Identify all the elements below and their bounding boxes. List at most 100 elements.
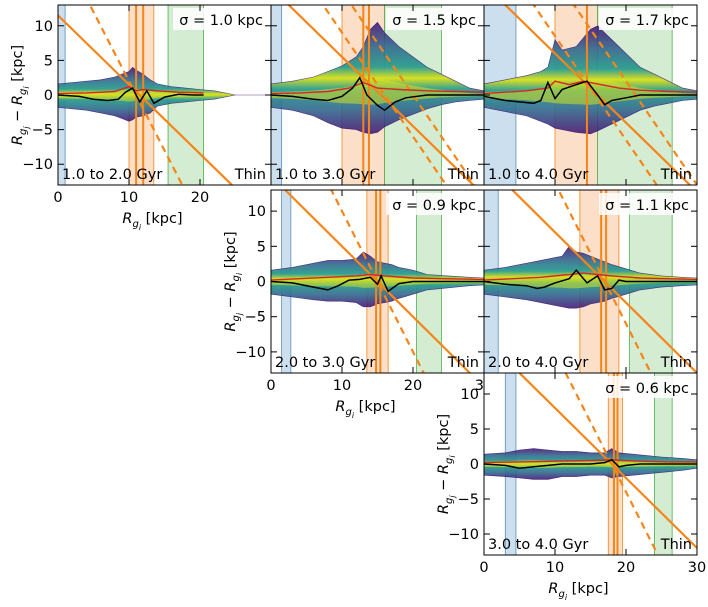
- red-mean-curve: [484, 459, 697, 464]
- y-tick-label: 5: [44, 53, 53, 69]
- y-axis-label-subsub: j: [448, 495, 457, 499]
- panel-plot-area: [271, 190, 484, 373]
- x-tick-label: 30: [688, 560, 706, 576]
- age-range-label: 3.0 to 4.0 Gyr: [488, 537, 588, 553]
- y-tick-label: −5: [32, 123, 53, 139]
- sigma-label: σ = 0.9 kpc: [392, 198, 476, 214]
- age-range-label: 1.0 to 3.0 Gyr: [275, 167, 375, 183]
- y-axis-label-subsub2: i: [448, 455, 457, 458]
- solid-guide-line: [517, 373, 697, 549]
- median-curve: [271, 274, 484, 293]
- median-curve: [484, 269, 697, 291]
- x-axis-label-sub: g: [558, 589, 564, 600]
- panel-plot-area: [58, 5, 271, 185]
- median-curve: [58, 87, 204, 105]
- solid-guide-line: [503, 5, 692, 185]
- dashed-guide-line-2: [350, 5, 476, 185]
- x-tick-label: 10: [333, 378, 351, 394]
- sigma-label-background: [173, 8, 269, 30]
- y-axis-label: Rgj − Rgi [kpc]: [10, 45, 31, 145]
- y-axis-label-minus: − R: [436, 464, 452, 495]
- panel-6: σ = 0.6 kpc 3.0 to 4.0 Gyr Thin 0 10 20 30 10 5 0…: [436, 372, 706, 602]
- disk-label: Thin: [447, 167, 479, 183]
- dashed-guide-line-1: [88, 5, 184, 185]
- y-axis-label-sub: g: [444, 498, 455, 504]
- solid-guide-line: [510, 190, 697, 373]
- y-axis-label-unit: [kpc]: [223, 231, 239, 273]
- solid-guide-line: [283, 190, 472, 373]
- y-tick-label: 0: [470, 457, 479, 473]
- age-range-label: 1.0 to 4.0 Gyr: [488, 167, 588, 183]
- y-axis-label-subsub2: i: [22, 86, 31, 89]
- sigma-label-background: [386, 8, 482, 30]
- x-axis-label-subsub: i: [352, 411, 355, 420]
- y-axis-label-minus: − R: [223, 281, 239, 312]
- y-tick-label: 5: [470, 422, 479, 438]
- x-axis-label: Rgi [kpc]: [122, 211, 182, 232]
- x-axis-label-sub: g: [345, 407, 351, 418]
- x-tick-label: 0: [53, 190, 62, 206]
- sigma-label-background: [599, 8, 695, 30]
- red-mean-curve: [484, 272, 697, 281]
- y-tick-label: −10: [22, 157, 53, 173]
- y-axis-label-subsub: j: [235, 312, 244, 316]
- sigma-label: σ = 1.7 kpc: [605, 13, 689, 29]
- y-tick-label: 0: [257, 275, 266, 291]
- disk-label: Thin: [660, 167, 692, 183]
- y-axis-label-minus: − R: [10, 95, 26, 126]
- x-tick-label: 10: [120, 190, 138, 206]
- x-tick-label: 10: [546, 560, 564, 576]
- y-axis-label-unit: [kpc]: [10, 45, 26, 87]
- x-axis-label: Rgi [kpc]: [548, 581, 608, 602]
- sigma-label: σ = 1.5 kpc: [392, 13, 476, 29]
- sigma-label: σ = 1.1 kpc: [605, 198, 689, 214]
- panel-2: σ = 1.5 kpc 1.0 to 3.0 Gyr Thin: [270, 4, 485, 186]
- median-curve: [271, 76, 484, 112]
- y-axis-label-subsub: j: [22, 126, 31, 130]
- age-range-label: 2.0 to 3.0 Gyr: [275, 355, 375, 371]
- y-axis-label-sub2: g: [444, 458, 455, 464]
- sigma-label: σ = 1.0 kpc: [179, 13, 263, 29]
- sigma-label-background: [599, 376, 695, 398]
- panel-plot-area: [484, 190, 697, 373]
- disk-label: Thin: [660, 355, 692, 371]
- y-tick-label: 10: [461, 387, 479, 403]
- x-axis-label-unit: [kpc]: [354, 399, 396, 415]
- panel-plot-area: [484, 5, 697, 185]
- x-axis-label-subsub: i: [139, 223, 142, 232]
- y-axis-label-unit: [kpc]: [436, 414, 452, 456]
- y-tick-label: −10: [448, 527, 479, 543]
- x-tick-label: 20: [191, 190, 209, 206]
- panel-1: σ = 1.0 kpc 1.0 to 2.0 Gyr Thin 0 10 20 10 5 0 −5…: [10, 4, 272, 232]
- dashed-guide-line-2: [572, 5, 697, 185]
- y-axis-label-sub2: g: [18, 89, 29, 95]
- median-curve: [484, 458, 697, 469]
- y-tick-label: 5: [257, 239, 266, 255]
- age-range-label: 2.0 to 4.0 Gyr: [488, 355, 588, 371]
- x-tick-label: 20: [404, 378, 422, 394]
- panel-plot-area: [484, 373, 697, 555]
- x-axis-label-sub: g: [132, 219, 138, 230]
- disk-label: Thin: [234, 167, 266, 183]
- x-tick-label: 0: [266, 378, 275, 394]
- x-axis-label-unit: [kpc]: [141, 211, 183, 227]
- y-axis-label-sub2: g: [231, 275, 242, 281]
- red-mean-curve: [271, 273, 484, 281]
- x-tick-label: 0: [479, 560, 488, 576]
- disk-label: Thin: [660, 537, 692, 553]
- panel-3: σ = 1.7 kpc 1.0 to 4.0 Gyr Thin: [483, 4, 698, 186]
- y-axis-label: Rgj − Rgi [kpc]: [223, 231, 244, 331]
- x-axis-label-subsub: i: [565, 593, 568, 602]
- disk-label: Thin: [447, 355, 479, 371]
- x-tick-label: 20: [617, 560, 635, 576]
- y-tick-label: 10: [248, 204, 266, 220]
- y-tick-label: −10: [235, 345, 266, 361]
- y-tick-label: 0: [44, 88, 53, 104]
- y-axis-label-sub: g: [18, 129, 29, 135]
- y-tick-label: −5: [458, 492, 479, 508]
- red-mean-curve: [271, 81, 484, 95]
- x-axis-label: Rgi [kpc]: [335, 399, 395, 420]
- y-axis-label: Rgj − Rgi [kpc]: [436, 414, 457, 514]
- sigma-label-background: [599, 193, 695, 215]
